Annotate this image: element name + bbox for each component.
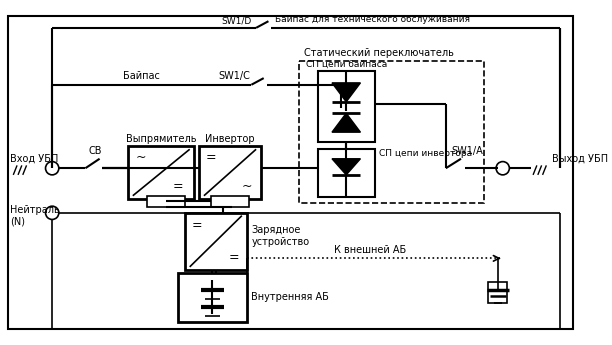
Text: =: = — [192, 219, 203, 231]
Text: =: = — [205, 151, 216, 164]
Polygon shape — [332, 83, 360, 102]
Text: Выпрямитель: Выпрямитель — [126, 134, 196, 144]
Text: СП цепи байпаса: СП цепи байпаса — [305, 60, 387, 69]
Text: Вход УБП: Вход УБП — [10, 154, 59, 164]
Bar — [185, 213, 247, 270]
Bar — [299, 61, 483, 203]
Text: Инвертор: Инвертор — [205, 134, 255, 144]
Text: Байпас: Байпас — [123, 71, 160, 81]
Text: СВ: СВ — [88, 146, 102, 156]
Text: СП цепи инвертора: СП цепи инвертора — [379, 149, 472, 158]
Text: Нейтраль
(N): Нейтраль (N) — [10, 205, 60, 227]
Text: ~: ~ — [135, 151, 146, 164]
Bar — [318, 70, 375, 142]
Text: Выход УБП: Выход УБП — [552, 154, 608, 164]
Text: Байпас для технического обслуживания: Байпас для технического обслуживания — [275, 15, 470, 24]
Text: Зарядное
устройство: Зарядное устройство — [252, 225, 310, 247]
Text: SW1/C: SW1/C — [218, 71, 250, 81]
Text: Статический переключатель: Статический переключатель — [304, 48, 453, 58]
Bar — [488, 282, 507, 303]
Text: SW1/D: SW1/D — [221, 16, 252, 25]
Polygon shape — [332, 159, 360, 175]
Text: SW1/A: SW1/A — [452, 146, 483, 156]
Bar — [199, 146, 261, 199]
Text: =: = — [229, 251, 240, 264]
Circle shape — [45, 206, 59, 219]
Text: Внутренняя АБ: Внутренняя АБ — [252, 292, 329, 302]
Text: =: = — [173, 180, 184, 193]
Polygon shape — [332, 113, 360, 132]
Text: ~: ~ — [241, 180, 252, 193]
Circle shape — [45, 161, 59, 175]
Bar — [318, 149, 375, 197]
Bar — [128, 146, 195, 199]
Bar — [147, 196, 185, 207]
Bar — [211, 196, 248, 207]
Circle shape — [496, 161, 509, 175]
Bar — [178, 273, 247, 322]
Text: К внешней АБ: К внешней АБ — [334, 245, 406, 255]
